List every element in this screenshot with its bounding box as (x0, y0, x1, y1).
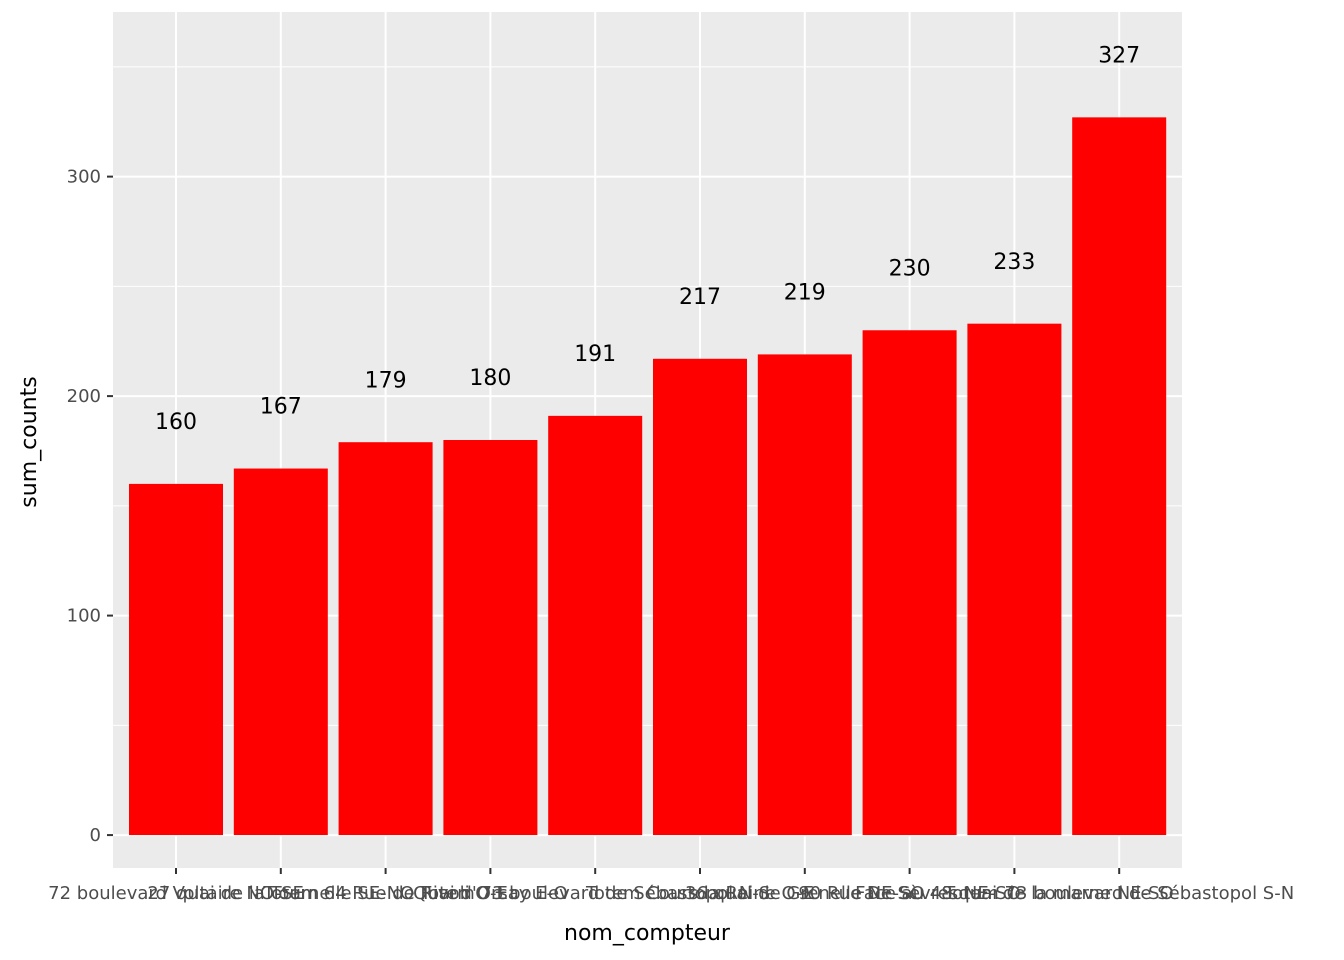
data-label: 191 (574, 342, 616, 367)
data-label: 233 (993, 250, 1035, 275)
data-label: 180 (469, 366, 511, 391)
y-axis-title: sum_counts (17, 376, 42, 507)
bar (443, 440, 538, 836)
y-tick-label: 300 (67, 167, 101, 188)
y-tick-label: 100 (67, 606, 101, 627)
x-tick-label: 36 quai de Grenelle NE-SO (685, 883, 925, 904)
data-label: 219 (784, 281, 826, 306)
x-tick-label: Totem 73 boulevard de Sébastopol N-S (419, 883, 770, 904)
y-tick-label: 200 (67, 386, 101, 407)
bar (967, 323, 1062, 836)
x-tick-label: Totem 73 boulevard de Sébastopol S-N (943, 883, 1294, 904)
data-label: 217 (679, 285, 721, 310)
y-tick-label: 0 (90, 825, 101, 846)
x-tick-label: Totem 64 Rue de Rivoli O-E (262, 883, 508, 904)
bar (757, 354, 852, 836)
bar (862, 330, 957, 836)
bar (653, 358, 747, 836)
bar (129, 483, 223, 836)
data-label: 167 (260, 395, 302, 420)
x-tick-label: Quai d'Orsay E-O (413, 883, 568, 904)
x-tick-label: 27 quai de la Tournelle SE-NO (147, 883, 414, 904)
x-tick-label: Totem Cours la Reine O-E (585, 883, 814, 904)
data-label: 179 (365, 368, 407, 393)
bar (338, 442, 433, 836)
x-axis-title: nom_compteur (564, 921, 731, 946)
x-tick-label: 72 boulevard Voltaire NO-SE (48, 883, 304, 904)
x-tick-label: 90 Rue De Sèvres NE-SO (798, 883, 1020, 904)
data-label: 230 (889, 256, 931, 281)
x-tick-label: Face au 48 quai de la marne NE-SO (855, 883, 1174, 904)
data-label: 160 (155, 410, 197, 435)
bar (1072, 117, 1167, 836)
bar (548, 415, 643, 836)
bar (233, 468, 328, 836)
data-label: 327 (1098, 43, 1140, 68)
bars (129, 117, 1167, 836)
y-axis: 0 100 200 300 (67, 167, 113, 846)
data-labels: 160 167 179 180 191 217 219 230 233 327 (155, 43, 1140, 435)
